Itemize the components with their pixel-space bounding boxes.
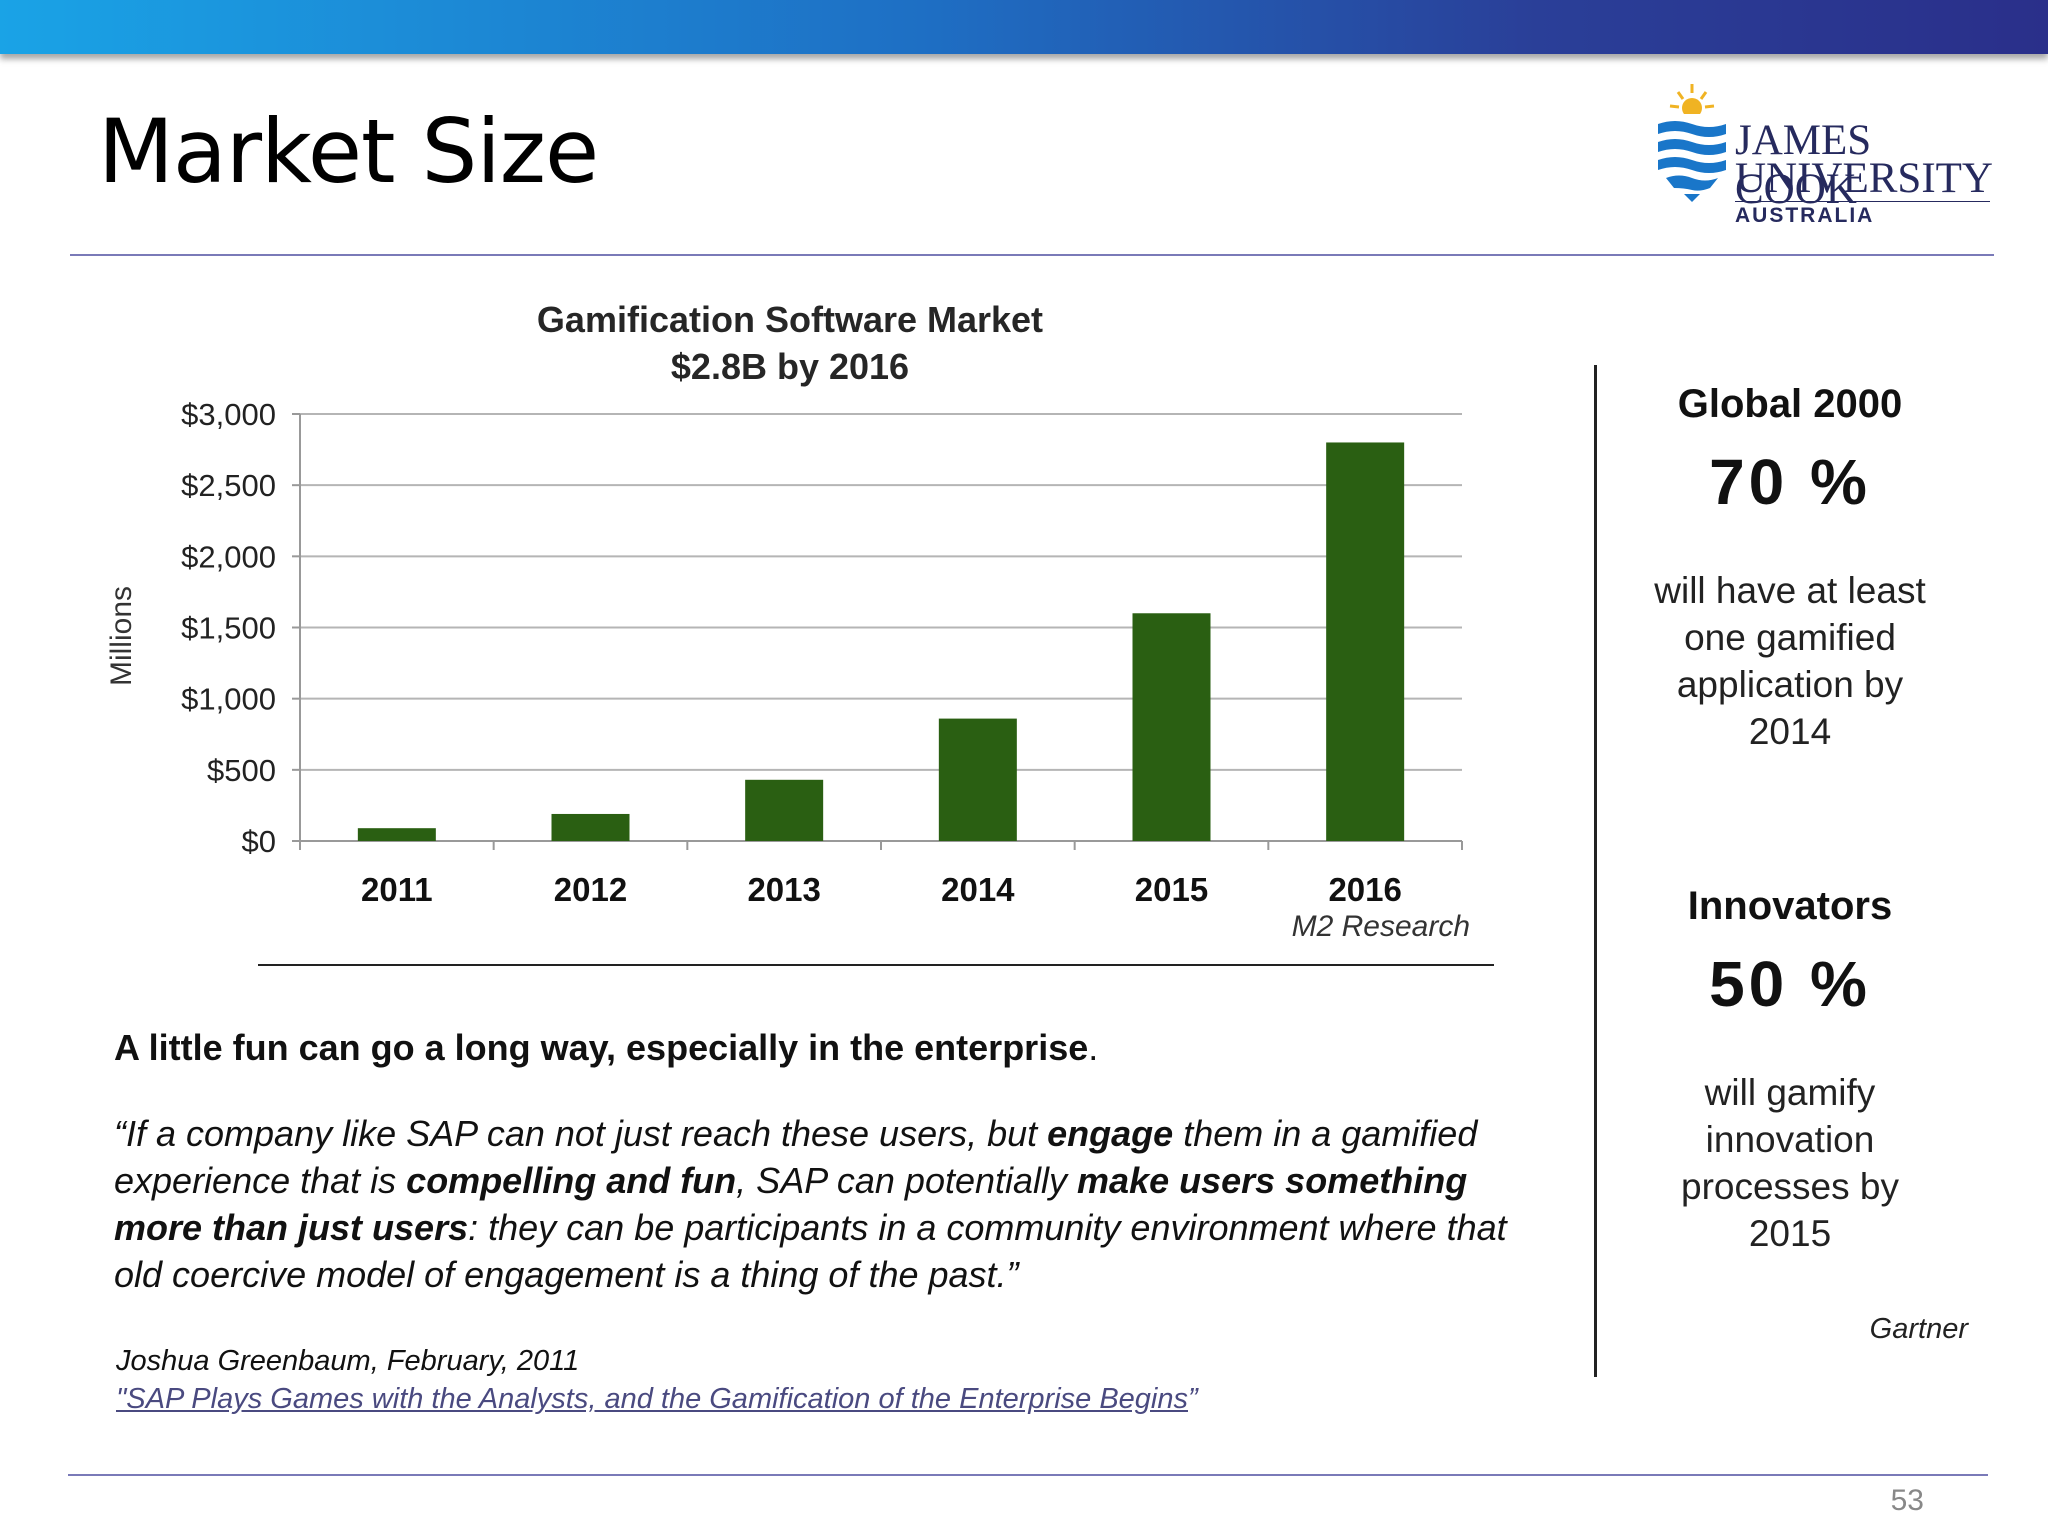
logo-line-1: JAMES COOK [1735, 117, 1872, 213]
quote-segment: , SAP can potentially [736, 1160, 1078, 1201]
stat-global: Global 2000 70 % will have at least one … [1600, 382, 1980, 755]
stat-global-line: will have at least [1654, 570, 1926, 611]
y-tick-label: $1,500 [181, 611, 276, 646]
quote-segment: : they can be participants in a communit… [114, 1207, 1507, 1295]
stat-global-line: 2014 [1748, 711, 1832, 752]
x-tick-label: 2014 [941, 871, 1015, 908]
stat-innov-text: will gamify innovation processes by 2015 [1600, 1069, 1980, 1257]
stats-source: Gartner [1869, 1313, 1968, 1345]
stat-innov-pct: 50 % [1709, 948, 1871, 1020]
stat-innovators: Innovators 50 % will gamify innovation p… [1600, 884, 1980, 1257]
chart-subtitle: $2.8B by 2016 [670, 346, 910, 387]
bar-2015 [1132, 613, 1211, 841]
x-tick-label: 2013 [747, 871, 820, 908]
slide-title: Market Size [98, 100, 599, 203]
stat-innov-line: will gamify [1704, 1072, 1876, 1113]
quote-author: Joshua Greenbaum, February, 2011 [116, 1345, 580, 1377]
x-tick-label: 2011 [361, 871, 433, 908]
stat-global-head: Global 2000 [1677, 382, 1903, 426]
stat-global-line: application by [1676, 664, 1904, 705]
y-tick-label: $0 [242, 824, 276, 859]
chart-title-block: Gamification Software Market $2.8B by 20… [440, 296, 1140, 390]
quote-body: “If a company like SAP can not just reac… [114, 1110, 1554, 1298]
stat-global-line: one gamified [1684, 617, 1896, 658]
quote-segment: compelling and fun [406, 1160, 737, 1201]
bar-chart: $0 $500 $1,000 $1,500 $2,000 $2,500 $3,000 2011… [181, 397, 1463, 908]
top-banner [0, 0, 2048, 54]
bar-2011 [357, 828, 436, 841]
logo-line-3: AUSTRALIA [1735, 204, 1875, 227]
chart-source: M2 Research [1291, 910, 1470, 943]
stat-innov-line: processes by [1681, 1166, 1899, 1207]
x-tick-label: 2016 [1328, 871, 1401, 908]
stat-global-pct: 70 % [1709, 446, 1871, 518]
stat-innov-head: Innovators [1687, 884, 1893, 928]
university-logo: JAMES COOK UNIVERSITY AUSTRALIA [1650, 78, 2000, 228]
stat-innov-line: innovation [1705, 1119, 1875, 1160]
y-tick-label: $1,000 [181, 682, 276, 717]
y-tick-label: $500 [207, 753, 276, 788]
bar-2014 [938, 718, 1017, 841]
stat-global-text: will have at least one gamified applicat… [1600, 567, 1980, 755]
quote-headline: A little fun can go a long way, especial… [114, 1027, 1098, 1069]
jcu-emblem-icon [1658, 84, 1728, 202]
quote-segment: engage [1047, 1113, 1174, 1154]
chart-title: Gamification Software Market [536, 299, 1044, 340]
x-tick-label: 2015 [1135, 871, 1208, 908]
quote-headline-end: . [1088, 1027, 1099, 1068]
quote-segment: make users something more than just user… [114, 1160, 1468, 1248]
page-number: 53 [1890, 1484, 1924, 1517]
article-link[interactable]: "SAP Plays Games with the Analysts, and … [116, 1383, 1188, 1415]
bar-2016 [1326, 442, 1405, 841]
y-tick-label: $2,500 [181, 468, 276, 503]
quote-segment: them in a gamified experience that is [114, 1113, 1478, 1201]
logo-line-2: UNIVERSITY [1735, 155, 1993, 202]
column-divider [1594, 365, 1597, 1377]
footer-rule [68, 1474, 1988, 1476]
article-end: ” [1188, 1383, 1198, 1415]
header-rule [70, 254, 1994, 256]
y-tick-label: $2,000 [181, 539, 276, 574]
bar-2012 [551, 813, 630, 841]
bar-2013 [745, 779, 824, 841]
y-tick-label: $3,000 [181, 397, 276, 432]
quote-headline-bold: A little fun can go a long way, especial… [114, 1027, 1089, 1068]
x-tick-label: 2012 [554, 871, 627, 908]
article-citation: "SAP Plays Games with the Analysts, and … [116, 1383, 1198, 1416]
chart-divider [258, 964, 1494, 966]
quote-segment: “If a company like SAP can not just reac… [114, 1113, 1048, 1154]
stat-innov-line: 2015 [1748, 1213, 1832, 1254]
